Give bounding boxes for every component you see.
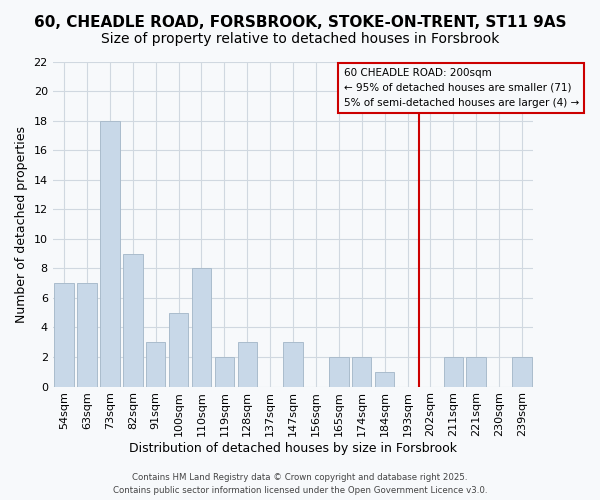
Bar bbox=[443, 357, 463, 386]
Text: Contains HM Land Registry data © Crown copyright and database right 2025.
Contai: Contains HM Land Registry data © Crown c… bbox=[113, 474, 487, 495]
X-axis label: Distribution of detached houses by size in Forsbrook: Distribution of detached houses by size … bbox=[129, 442, 457, 455]
Y-axis label: Number of detached properties: Number of detached properties bbox=[15, 126, 28, 322]
Bar bbox=[192, 268, 211, 386]
Bar bbox=[283, 342, 303, 386]
Bar bbox=[375, 372, 394, 386]
Bar bbox=[146, 342, 166, 386]
Bar bbox=[512, 357, 532, 386]
Text: 60 CHEADLE ROAD: 200sqm
← 95% of detached houses are smaller (71)
5% of semi-det: 60 CHEADLE ROAD: 200sqm ← 95% of detache… bbox=[344, 68, 579, 108]
Bar bbox=[466, 357, 486, 386]
Bar bbox=[100, 120, 119, 386]
Text: Size of property relative to detached houses in Forsbrook: Size of property relative to detached ho… bbox=[101, 32, 499, 46]
Bar bbox=[238, 342, 257, 386]
Bar bbox=[123, 254, 143, 386]
Text: 60, CHEADLE ROAD, FORSBROOK, STOKE-ON-TRENT, ST11 9AS: 60, CHEADLE ROAD, FORSBROOK, STOKE-ON-TR… bbox=[34, 15, 566, 30]
Bar bbox=[169, 312, 188, 386]
Bar bbox=[77, 283, 97, 387]
Bar bbox=[329, 357, 349, 386]
Bar bbox=[215, 357, 234, 386]
Bar bbox=[55, 283, 74, 387]
Bar bbox=[352, 357, 371, 386]
